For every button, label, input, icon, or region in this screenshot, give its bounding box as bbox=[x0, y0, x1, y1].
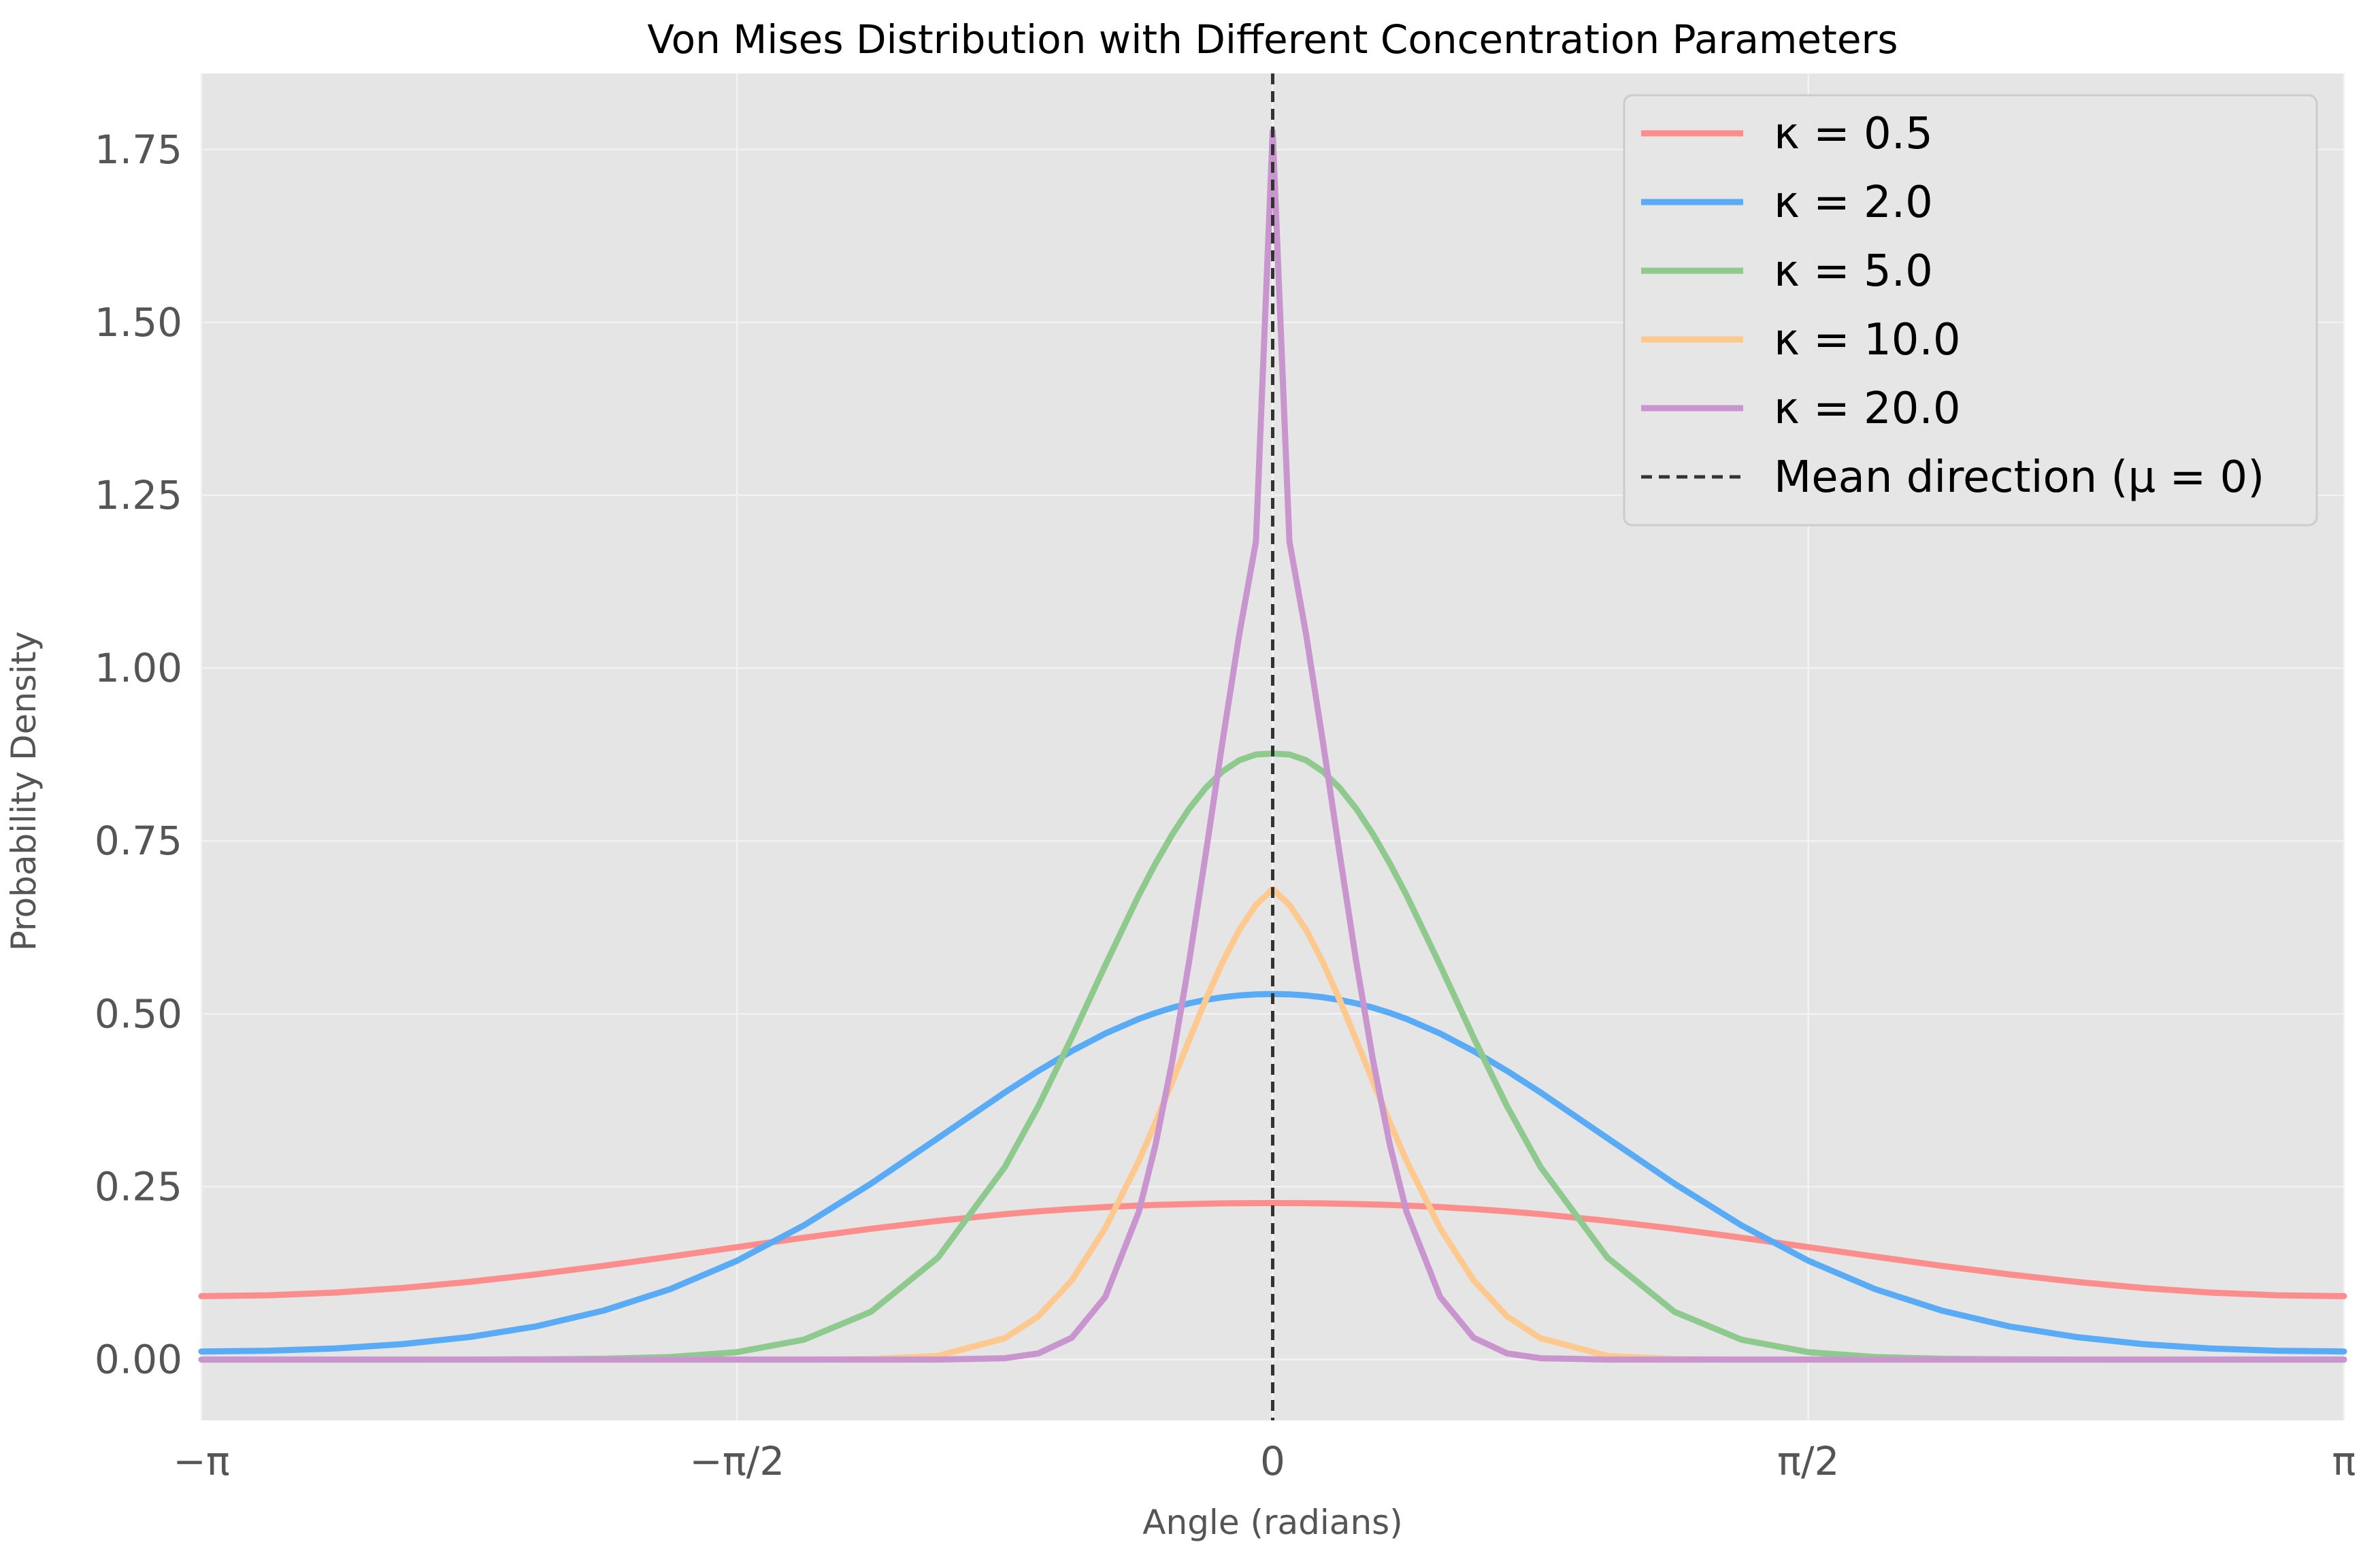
legend-label: κ = 10.0 bbox=[1774, 315, 1961, 365]
y-tick-label: 1.00 bbox=[95, 645, 182, 691]
y-tick-label: 1.50 bbox=[95, 299, 182, 346]
y-tick-label: 1.25 bbox=[95, 472, 182, 518]
x-tick-labels: −π −π/2 0 π/2 π bbox=[173, 1438, 2356, 1484]
y-tick-label: 0.75 bbox=[95, 818, 182, 864]
y-tick-label: 1.75 bbox=[95, 127, 182, 173]
x-tick-label: 0 bbox=[1260, 1438, 1285, 1484]
legend-label: κ = 5.0 bbox=[1774, 246, 1933, 297]
legend-box bbox=[1623, 94, 2318, 527]
x-axis-label: Angle (radians) bbox=[1142, 1503, 1402, 1542]
chart-title: Von Mises Distribution with Different Co… bbox=[647, 16, 1898, 63]
x-tick-label: π bbox=[2332, 1438, 2356, 1484]
y-tick-label: 0.25 bbox=[95, 1163, 182, 1210]
legend-label: κ = 0.5 bbox=[1774, 109, 1933, 159]
x-tick-label: −π bbox=[173, 1438, 230, 1484]
y-tick-label: 0.50 bbox=[95, 990, 182, 1037]
legend-label: κ = 2.0 bbox=[1774, 178, 1933, 228]
legend: κ = 0.5 κ = 2.0 κ = 5.0 κ = 10.0 κ = 20.0 Mea… bbox=[1623, 94, 2318, 527]
series-line-1 bbox=[198, 1200, 2347, 1299]
y-axis-label: Probability Density bbox=[4, 631, 44, 951]
legend-label: κ = 20.0 bbox=[1774, 384, 1961, 434]
x-tick-label: π/2 bbox=[1777, 1438, 1839, 1484]
y-tick-labels: 0.00 0.25 0.50 0.75 1.00 1.25 1.50 1.75 bbox=[95, 127, 182, 1383]
legend-label: Mean direction (μ = 0) bbox=[1774, 452, 2264, 503]
y-tick-label: 0.00 bbox=[95, 1337, 182, 1383]
x-tick-label: −π/2 bbox=[689, 1438, 785, 1484]
